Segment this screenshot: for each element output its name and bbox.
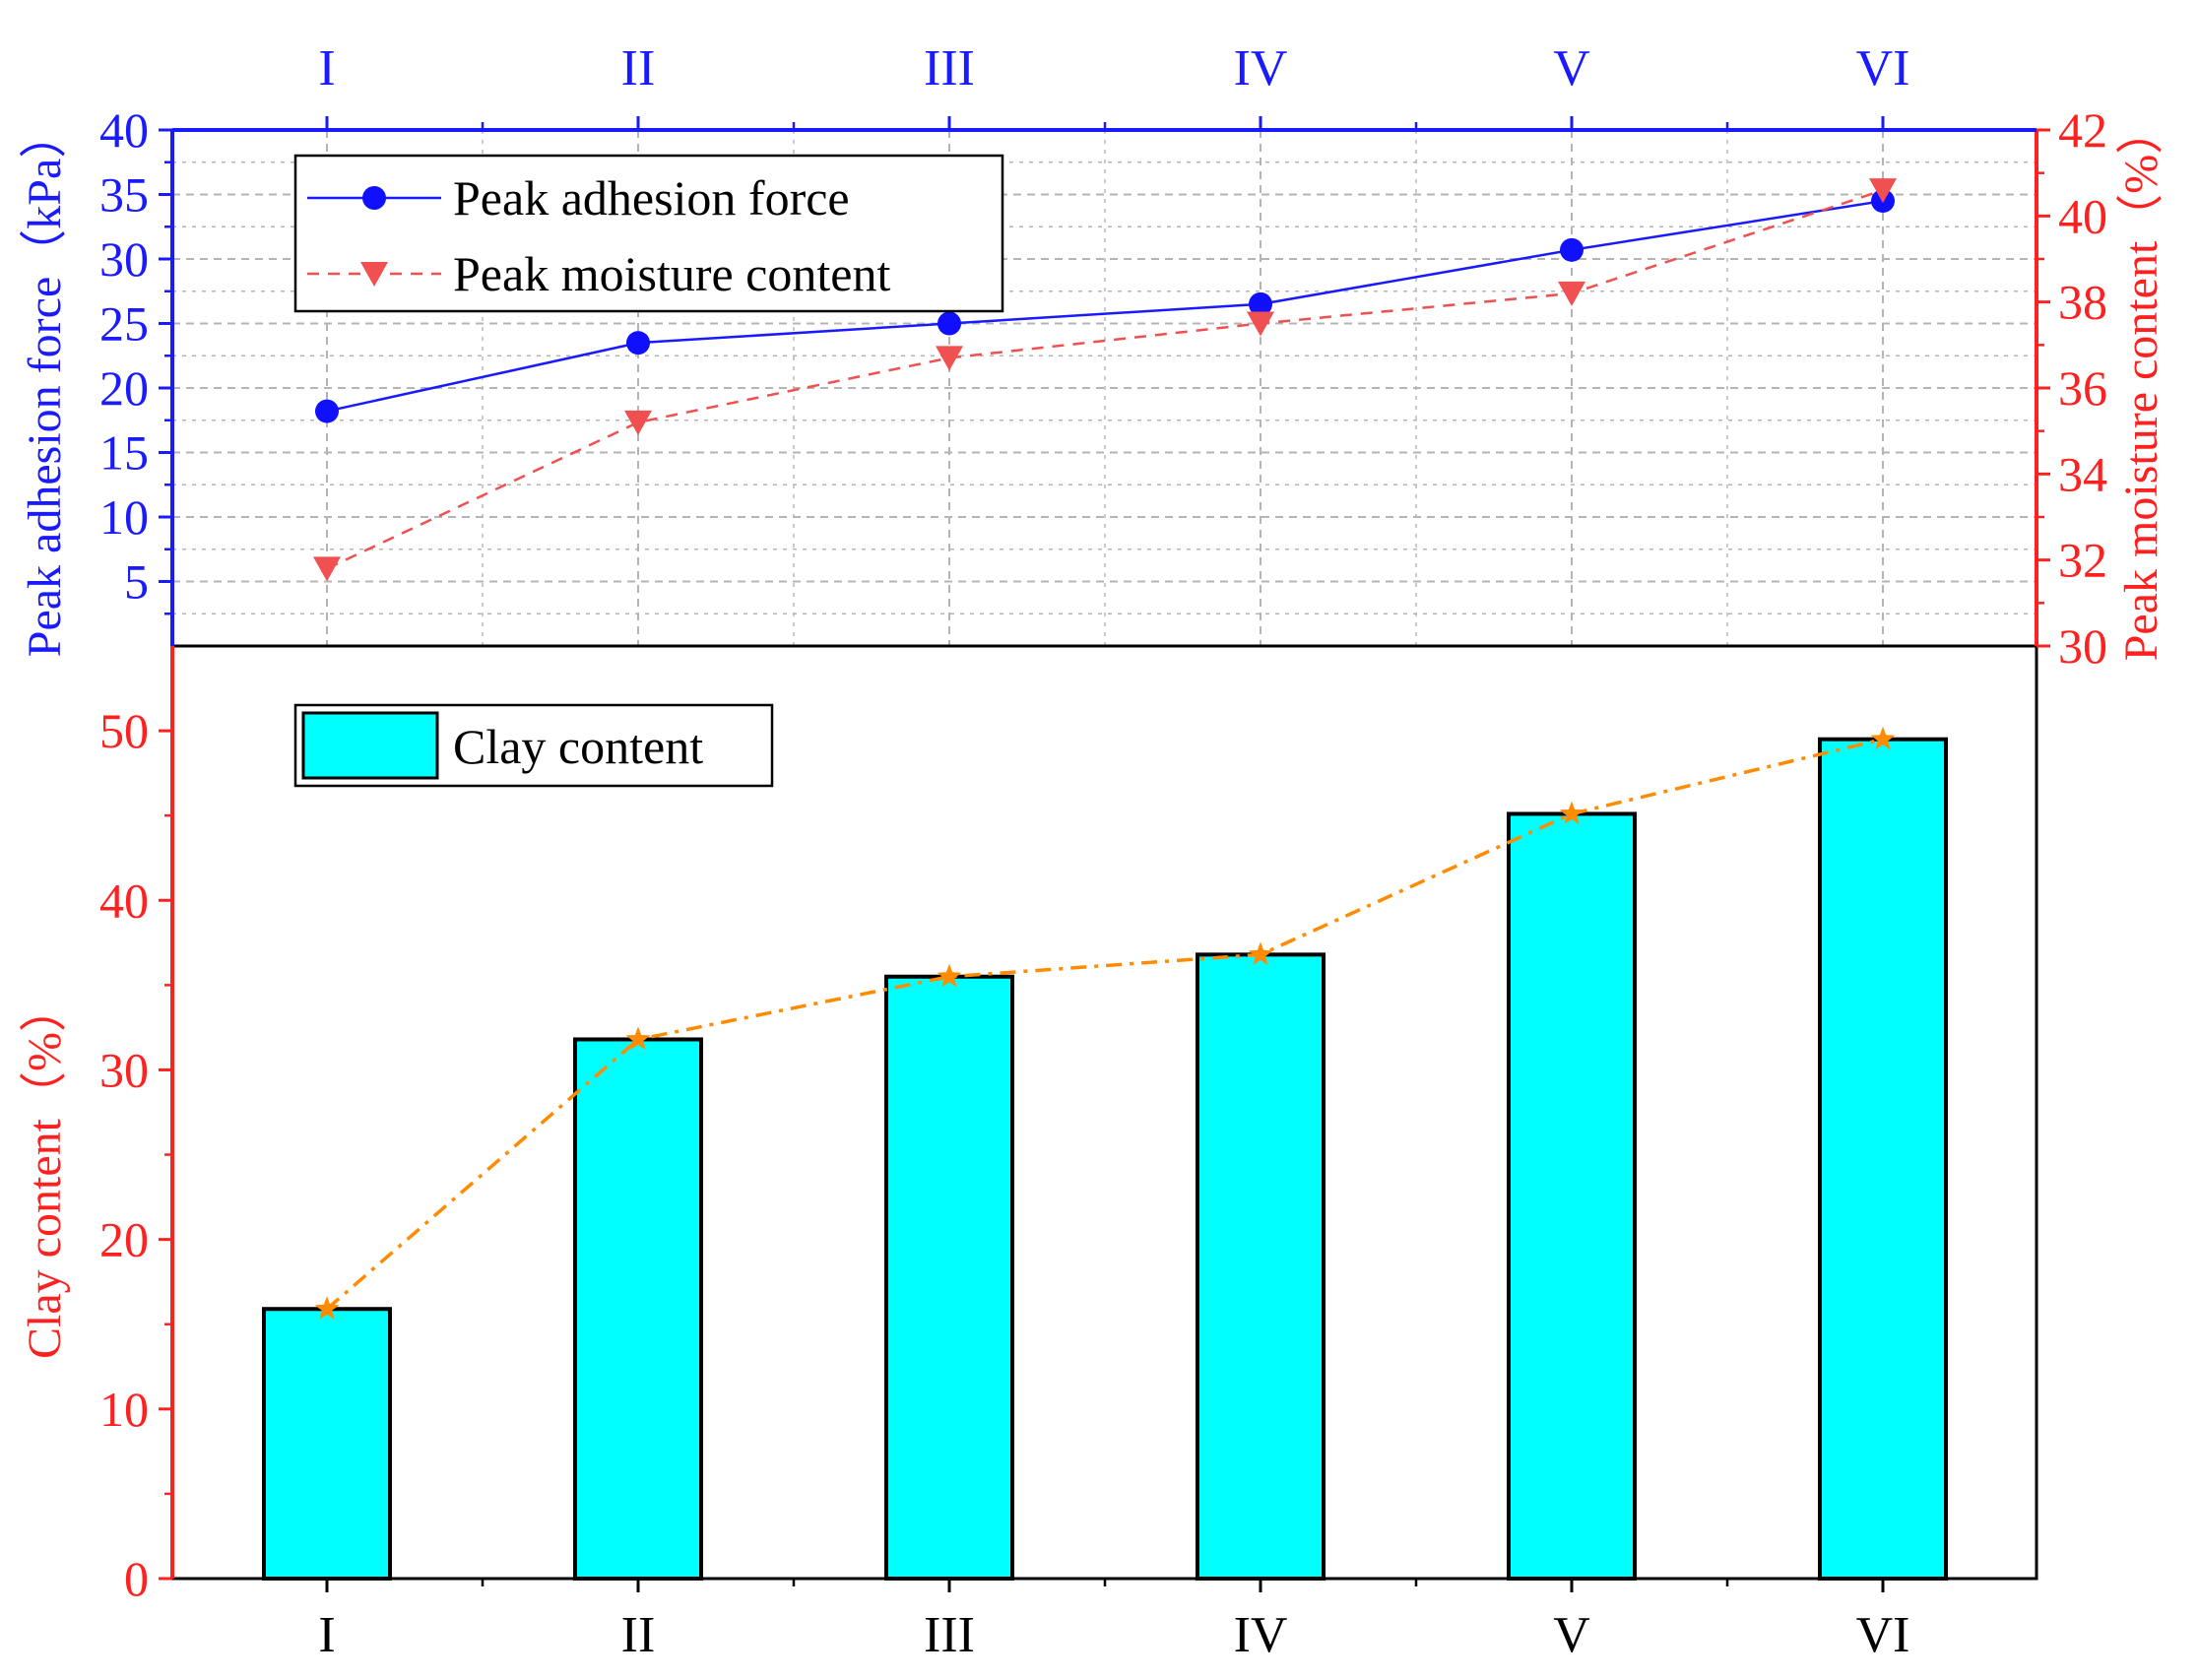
adhesion-point-i: [315, 399, 339, 423]
top-left-tick-label-20: 20: [99, 360, 149, 416]
top-legend: Peak adhesion force Peak moisture conten…: [293, 154, 1004, 313]
clay-trend-line: [325, 737, 1884, 1311]
top-right-tick-label-40: 40: [2058, 188, 2107, 243]
bottom-left-tick-label-10: 10: [99, 1382, 149, 1437]
adhesion-point-iii: [938, 311, 961, 336]
adhesion-point-ii: [626, 331, 650, 355]
top-category-label-iv: IV: [1234, 40, 1288, 97]
legend-adhesion-marker: [362, 186, 386, 210]
legend-clay-label: Clay content: [453, 719, 703, 774]
top-right-tick-label-30: 30: [2058, 618, 2107, 674]
clay-bar-iv: [1196, 952, 1326, 1581]
moisture-content-line: [326, 188, 1884, 570]
moisture-point-i: [313, 556, 341, 582]
bottom-left-tick-label-40: 40: [99, 872, 149, 928]
bottom-left-axis: 0 10 20 30 40 50: [99, 646, 174, 1606]
moisture-point-ii: [624, 410, 652, 435]
top-left-tick-label-15: 15: [99, 425, 149, 481]
bottom-category-label-i: I: [318, 1607, 335, 1663]
top-right-y-axis-label: Peak moisture content（%）: [2115, 107, 2167, 662]
clay-trend-point-iii: [937, 963, 962, 988]
top-right-axis: 30 32 34 36 38 40 42: [2035, 102, 2107, 674]
legend-moisture-label: Peak moisture content: [453, 246, 890, 301]
top-left-axis: 5 10 15 20 25 30 35 40: [99, 102, 174, 646]
top-panel-series: [313, 178, 1897, 582]
clay-bar-ii: [573, 1037, 703, 1581]
clay-trend-point-i: [314, 1296, 340, 1320]
legend-moisture-marker: [360, 262, 388, 287]
bottom-category-label-vi: VI: [1856, 1607, 1910, 1663]
clay-bar-i: [262, 1307, 392, 1582]
top-left-tick-label-40: 40: [99, 102, 149, 158]
top-category-label-i: I: [318, 40, 335, 97]
moisture-point-iv: [1247, 311, 1274, 337]
clay-trend-point-ii: [625, 1026, 651, 1050]
top-category-axis: I II III IV V VI: [172, 40, 2037, 132]
legend-adhesion-label: Peak adhesion force: [453, 170, 850, 226]
top-left-tick-label-5: 5: [124, 554, 149, 610]
bottom-left-tick-label-20: 20: [99, 1212, 149, 1267]
top-right-tick-label-38: 38: [2058, 275, 2107, 330]
bottom-left-tick-label-0: 0: [124, 1551, 149, 1606]
clay-bar-vi: [1818, 737, 1948, 1581]
top-legend-box: [293, 154, 1004, 313]
moisture-point-v: [1558, 281, 1585, 306]
adhesion-point-v: [1560, 237, 1584, 262]
clay-bar-iii: [884, 974, 1014, 1581]
top-category-label-vi: VI: [1856, 40, 1910, 97]
clay-trend-point-v: [1559, 801, 1585, 824]
clay-trend-point-vi: [1870, 726, 1896, 750]
top-left-tick-label-10: 10: [99, 489, 149, 545]
bottom-y-axis-label: Clay content（%）: [19, 985, 71, 1359]
bottom-left-tick-label-50: 50: [99, 703, 149, 758]
top-right-tick-label-36: 36: [2058, 360, 2107, 416]
bottom-category-label-iv: IV: [1234, 1607, 1288, 1663]
bottom-panel-trend: [314, 726, 1896, 1320]
clay-bar-v: [1507, 811, 1637, 1581]
bottom-category-label-iii: III: [924, 1607, 975, 1663]
top-left-tick-label-30: 30: [99, 231, 149, 287]
adhesion-force-line: [326, 199, 1884, 413]
top-category-label-ii: II: [621, 40, 656, 97]
top-category-label-v: V: [1553, 40, 1590, 97]
moisture-point-vi: [1869, 178, 1897, 204]
top-right-tick-label-32: 32: [2058, 533, 2107, 588]
bottom-category-axis: I II III IV V VI: [318, 1579, 1909, 1663]
bottom-category-label-ii: II: [621, 1607, 656, 1663]
bottom-legend: Clay content: [293, 703, 774, 788]
legend-clay-bar-swatch: [301, 711, 439, 780]
bottom-category-label-v: V: [1553, 1607, 1590, 1663]
top-left-y-axis-label: Peak adhesion force（kPa）: [19, 111, 71, 658]
top-left-tick-label-35: 35: [99, 167, 149, 223]
moisture-point-iii: [936, 346, 963, 371]
bottom-left-tick-label-30: 30: [99, 1042, 149, 1097]
top-category-label-iii: III: [924, 40, 975, 97]
top-right-tick-label-34: 34: [2058, 446, 2107, 501]
clay-trend-point-iv: [1248, 941, 1273, 965]
bottom-panel-bars: [262, 737, 1948, 1582]
top-left-tick-label-25: 25: [99, 296, 149, 352]
top-right-tick-label-42: 42: [2058, 102, 2107, 158]
adhesion-point-iv: [1249, 291, 1272, 316]
